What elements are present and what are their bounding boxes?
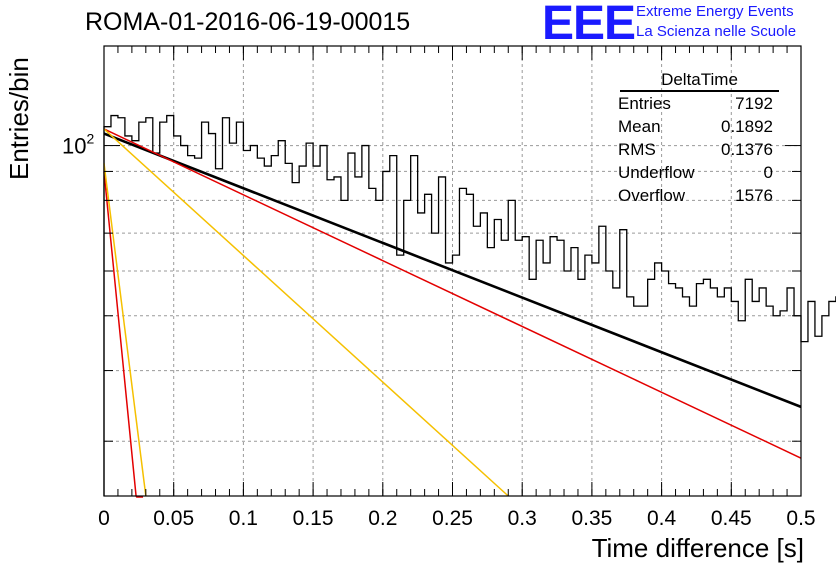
y-tick-label-100: 102 bbox=[62, 131, 94, 159]
stats-row: Mean 0.1892 bbox=[608, 115, 783, 138]
stats-label: Entries bbox=[618, 94, 671, 113]
x-tick-label: 0.35 bbox=[571, 507, 612, 530]
axes-layer bbox=[103, 45, 802, 497]
stats-value: 0.1892 bbox=[721, 117, 773, 136]
plot-frame bbox=[103, 45, 802, 497]
y-axis-label: Entries/bin bbox=[4, 57, 34, 180]
x-tick-label: 0.45 bbox=[711, 507, 752, 530]
x-tick-label: 0.1 bbox=[229, 507, 258, 530]
x-tick-label: 0.25 bbox=[432, 507, 473, 530]
fit-curve bbox=[103, 128, 802, 459]
y-tick-base: 10 bbox=[62, 134, 86, 159]
x-tick-label: 0.4 bbox=[647, 507, 677, 530]
x-tick-label: 0.05 bbox=[153, 507, 194, 530]
stats-rows: Entries 7192 Mean 0.1892 RMS 0.1376 Underflow 0… bbox=[608, 92, 783, 207]
stats-value: 7192 bbox=[735, 94, 773, 113]
stats-value: 0.1376 bbox=[721, 140, 773, 159]
fit-curve bbox=[103, 171, 144, 498]
stats-row: Overflow 1576 bbox=[608, 184, 783, 207]
x-tick-label: 0.3 bbox=[508, 507, 537, 530]
fit-curve bbox=[103, 128, 509, 497]
stats-label: Mean bbox=[618, 117, 661, 136]
x-tick-labels: 0 0.05 0.1 0.15 0.2 0.25 0.3 0.35 0.4 0.45 0.5 bbox=[98, 507, 815, 530]
stats-label: Overflow bbox=[618, 186, 686, 205]
stats-box: DeltaTime Entries 7192 Mean 0.1892 RMS 0.1376… bbox=[608, 70, 783, 207]
y-tick-exponent: 2 bbox=[86, 131, 94, 147]
stats-row: Entries 7192 bbox=[608, 92, 783, 115]
x-axis-label: Time difference [s] bbox=[591, 533, 804, 563]
stats-divider bbox=[620, 90, 779, 92]
stats-row: Underflow 0 bbox=[608, 161, 783, 184]
fit-curve bbox=[103, 163, 147, 497]
stats-value: 0 bbox=[763, 163, 773, 182]
histogram-layer bbox=[103, 114, 836, 496]
histogram-steps bbox=[103, 114, 836, 496]
logo-line-1: Extreme Energy Events bbox=[636, 3, 794, 20]
fit-curve bbox=[103, 132, 802, 409]
plot-title: ROMA-01-2016-06-19-00015 bbox=[85, 8, 411, 36]
stats-label: RMS bbox=[618, 140, 656, 159]
stats-title: DeltaTime bbox=[661, 70, 738, 89]
logo-line-2: La Scienza nelle Scuole bbox=[636, 23, 797, 40]
stats-label: Underflow bbox=[618, 163, 695, 182]
x-tick-label: 0.2 bbox=[368, 507, 397, 530]
fit-curves-layer bbox=[103, 128, 802, 498]
x-tick-label: 0 bbox=[98, 507, 110, 530]
x-tick-label: 0.15 bbox=[293, 507, 334, 530]
stats-value: 1576 bbox=[735, 186, 773, 205]
stats-row: RMS 0.1376 bbox=[608, 138, 783, 161]
y-tick-labels: 102 bbox=[62, 131, 94, 159]
eee-logo: EEE bbox=[542, 0, 636, 50]
x-tick-label: 0.5 bbox=[786, 507, 815, 530]
